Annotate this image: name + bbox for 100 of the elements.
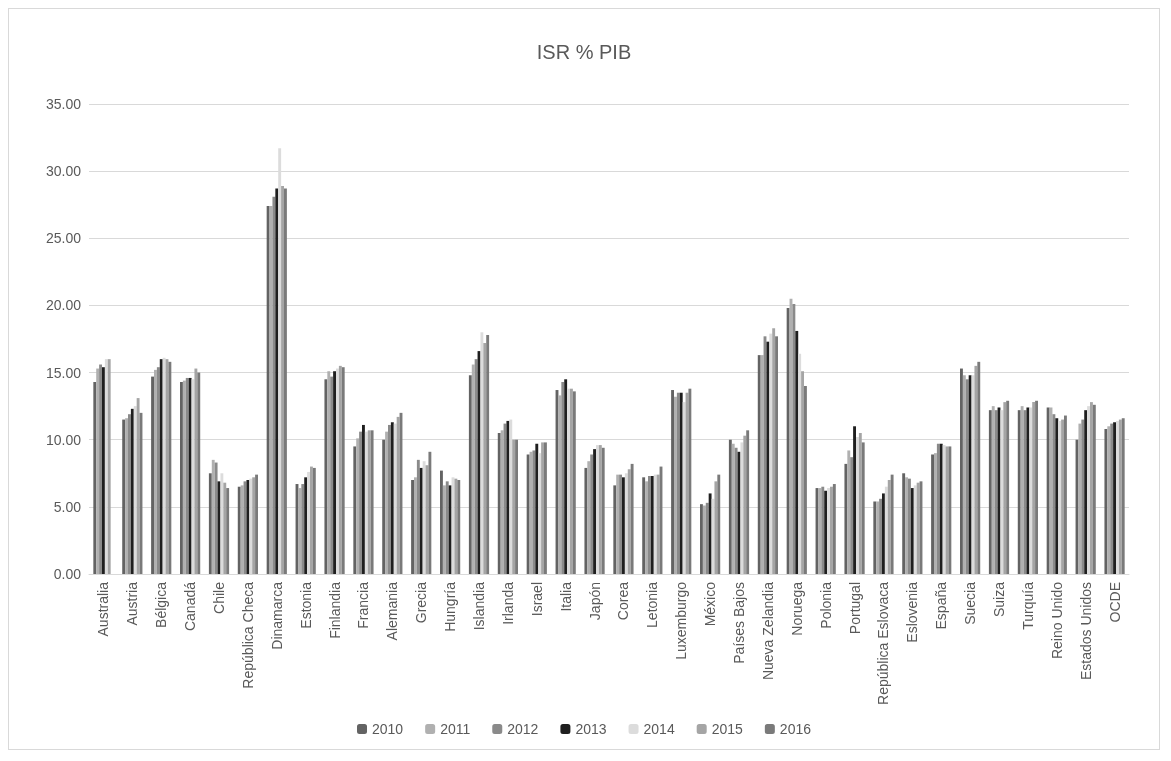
bar	[93, 381, 97, 574]
bar	[795, 330, 799, 574]
bar	[587, 461, 591, 574]
legend-label: 2016	[779, 721, 812, 737]
bar	[772, 328, 776, 574]
bar	[359, 431, 362, 574]
x-tick-label: Israel	[528, 582, 545, 617]
bar	[766, 341, 770, 574]
bar	[275, 188, 279, 574]
bar	[717, 474, 721, 574]
bar	[208, 473, 212, 574]
x-tick-label: Eslovenia	[904, 581, 921, 643]
bar	[734, 447, 738, 574]
bar	[197, 372, 201, 574]
bar	[1017, 410, 1021, 574]
bar	[445, 481, 449, 574]
x-tick-label: Nueva Zelandia	[759, 581, 776, 681]
bar	[965, 379, 969, 574]
bar	[483, 343, 487, 574]
bar	[330, 376, 334, 574]
bar	[1078, 423, 1082, 574]
x-tick-label: República Eslovaca	[875, 581, 892, 705]
bar	[882, 493, 885, 574]
bar	[356, 438, 360, 574]
bar	[991, 406, 995, 574]
bar	[613, 485, 617, 574]
bar	[792, 304, 796, 574]
bar	[714, 481, 718, 574]
legend-label: 2014	[643, 721, 675, 737]
legend-label: 2013	[575, 721, 607, 737]
bar	[416, 459, 420, 574]
bar	[902, 473, 906, 574]
bar	[593, 449, 596, 574]
x-tick-label: Bélgica	[153, 581, 170, 628]
chart-title: ISR % PIB	[536, 41, 632, 63]
y-tick-label: 0.00	[53, 566, 82, 582]
bar	[960, 368, 963, 574]
x-tick-label: Estonia	[297, 581, 314, 629]
bar	[442, 485, 446, 574]
x-tick-label: Islandia	[471, 581, 487, 631]
bar	[535, 443, 539, 574]
x-tick-label: Austria	[124, 581, 141, 626]
x-tick-label: Finlandia	[326, 581, 343, 639]
bar	[861, 442, 865, 574]
x-tick-label: Australia	[95, 581, 112, 637]
y-tick-label: 25.00	[45, 230, 82, 247]
bar	[428, 451, 432, 574]
bar	[385, 431, 388, 574]
x-tick-label: Italia	[557, 581, 574, 612]
bar	[558, 395, 562, 574]
bar	[962, 375, 966, 574]
x-tick-label: Turquía	[1019, 581, 1036, 630]
bar	[419, 467, 423, 574]
x-tick-label: Francia	[355, 581, 372, 629]
legend-label: 2011	[440, 721, 471, 737]
x-tick-label: México	[702, 581, 719, 627]
x-tick-label: España	[933, 581, 950, 630]
bar	[96, 368, 100, 574]
bar	[671, 390, 674, 574]
bar	[858, 433, 862, 574]
x-tick-label: Canadá	[182, 581, 199, 632]
bar	[974, 365, 978, 574]
x-tick-label: Dinamarca	[268, 581, 285, 650]
x-tick-label: Japón	[586, 582, 603, 621]
x-tick-label: Países Bajos	[731, 582, 747, 664]
bar	[801, 371, 804, 574]
bar	[136, 398, 140, 574]
bar	[486, 334, 490, 574]
bar	[804, 386, 807, 574]
x-tick-label: Corea	[615, 581, 632, 621]
x-tick-label: Alemania	[384, 581, 401, 641]
bar	[642, 477, 646, 574]
bar	[988, 410, 992, 574]
bar	[301, 484, 305, 574]
bar	[731, 443, 735, 574]
bar	[382, 439, 386, 574]
x-tick-label: Irlanda	[499, 581, 516, 625]
bar	[708, 493, 712, 574]
bar	[844, 463, 848, 574]
x-tick-label: Hungría	[442, 581, 459, 632]
legend-label: 2010	[372, 721, 404, 737]
bar	[362, 424, 365, 574]
bar	[1081, 419, 1085, 574]
bar	[786, 308, 790, 574]
y-tick-label: 30.00	[45, 163, 82, 180]
y-tick-label: 5.00	[53, 498, 82, 515]
x-tick-label: Grecia	[413, 581, 430, 624]
bar	[471, 364, 475, 574]
bar	[474, 359, 478, 574]
bar	[728, 439, 732, 574]
bar	[468, 375, 472, 574]
bar	[304, 477, 308, 574]
y-tick-label: 10.00	[45, 431, 82, 448]
x-tick-label: Reino Unido	[1048, 581, 1065, 660]
bar	[645, 481, 648, 574]
x-tick-label: República Checa	[239, 581, 256, 689]
bar	[1084, 410, 1088, 574]
x-tick-label: Suecia	[962, 581, 979, 625]
bar	[226, 488, 230, 574]
bar	[1020, 406, 1024, 574]
